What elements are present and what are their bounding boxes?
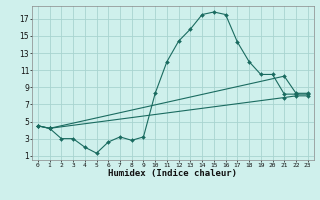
X-axis label: Humidex (Indice chaleur): Humidex (Indice chaleur): [108, 169, 237, 178]
